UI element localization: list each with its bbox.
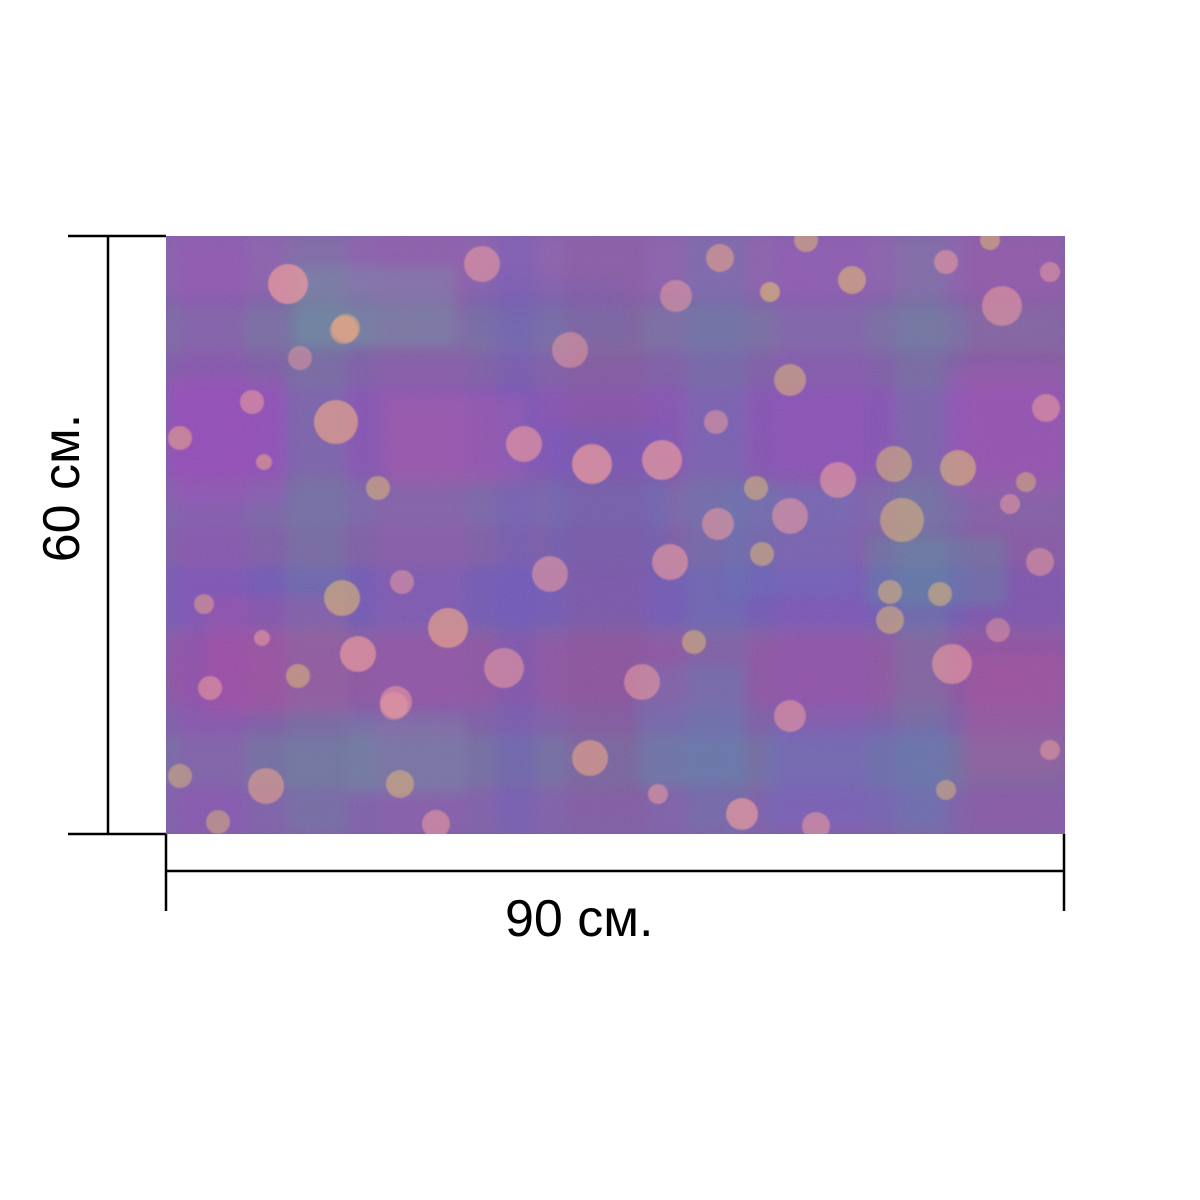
product-pattern-image xyxy=(166,236,1065,834)
height-label: 60 см. xyxy=(33,413,91,563)
width-label: 90 см. xyxy=(505,890,654,948)
purple-plaid-bokeh-pattern xyxy=(166,236,1065,834)
